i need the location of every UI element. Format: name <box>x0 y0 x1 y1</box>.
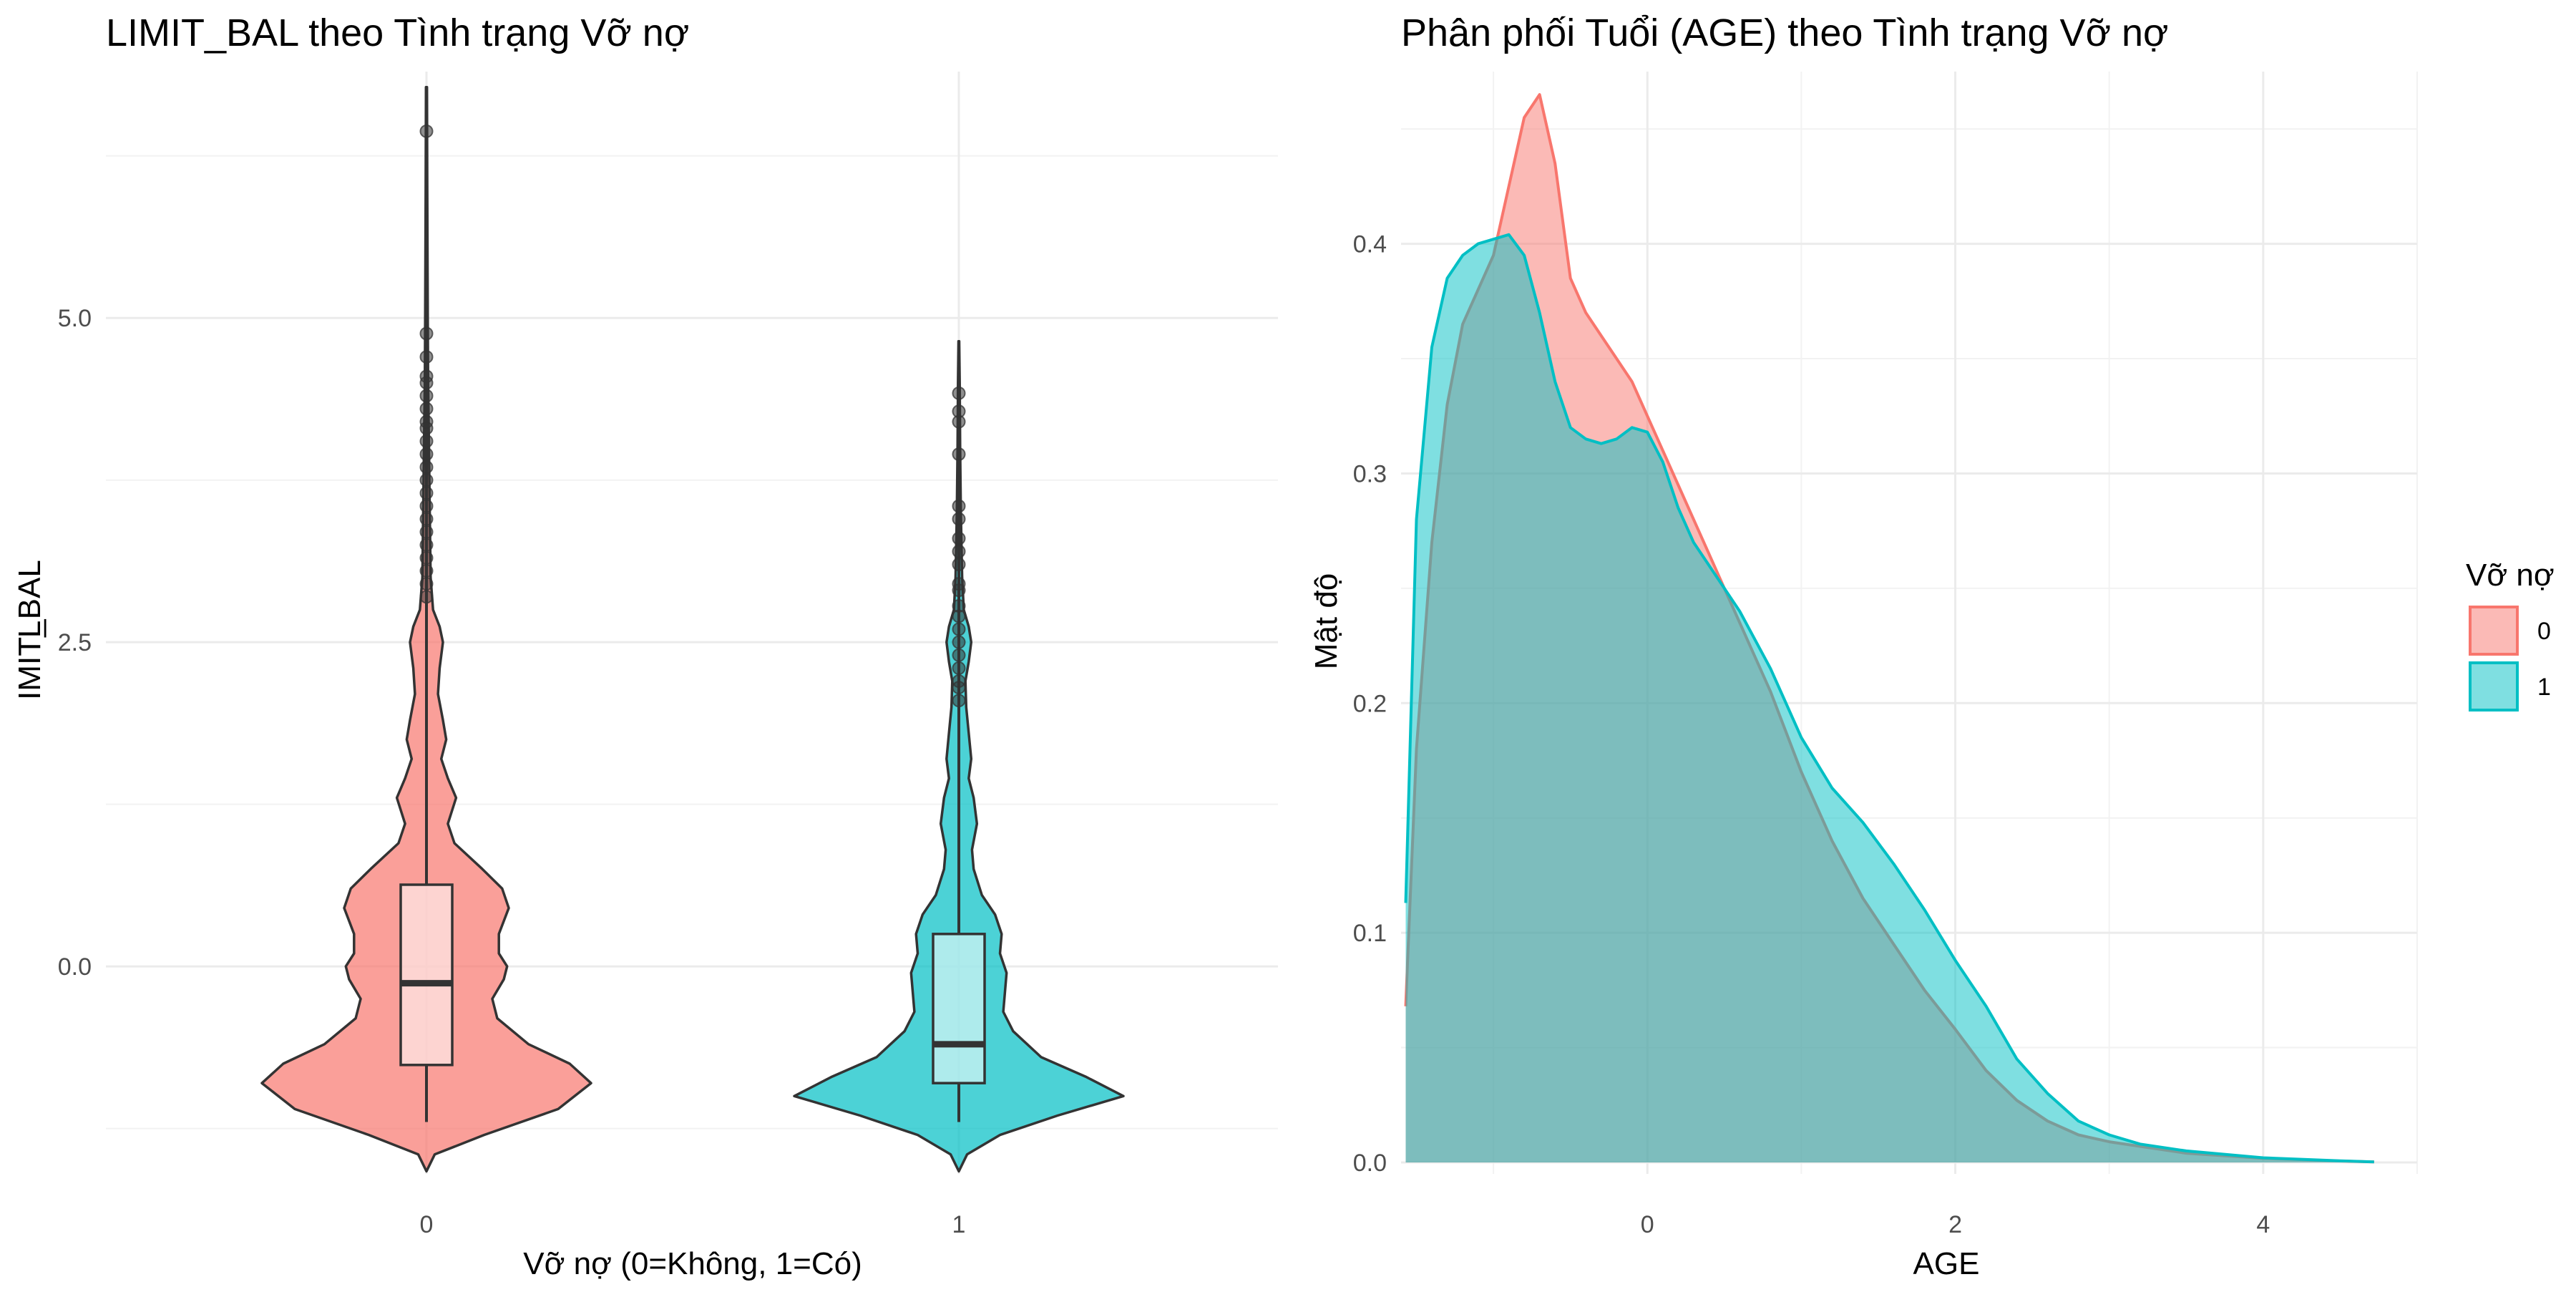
outlier-point <box>952 648 966 662</box>
legend-label: 0 <box>2537 618 2551 645</box>
y-tick-label: 2.5 <box>58 629 92 656</box>
outlier-point <box>952 598 966 613</box>
outlier-point <box>419 473 434 487</box>
outlier-point <box>952 499 966 513</box>
outlier-point <box>419 564 434 578</box>
violin-gridlines <box>106 72 1278 1174</box>
density-area-1 <box>1405 234 2374 1162</box>
box-iqr <box>399 883 454 1067</box>
outlier-point <box>419 499 434 513</box>
y-tick-label: 0.4 <box>1353 231 1387 258</box>
outlier-point <box>952 386 966 400</box>
outlier-point <box>419 538 434 552</box>
legend-key-1 <box>2469 661 2519 711</box>
outlier-point <box>952 404 966 419</box>
x-tick-label: 4 <box>2256 1211 2270 1238</box>
outlier-point <box>419 577 434 591</box>
outlier-point <box>952 577 966 591</box>
y-tick-label: 0.1 <box>1353 920 1387 947</box>
legend-label: 1 <box>2537 674 2551 701</box>
density-areas <box>1404 93 2374 1164</box>
density-line-1 <box>1404 233 2374 1164</box>
outlier-point <box>419 460 434 475</box>
outlier-point <box>419 486 434 500</box>
x-tick-label: 1 <box>952 1211 966 1238</box>
legend-key-0 <box>2469 606 2519 656</box>
violin-shapes <box>260 85 1125 1173</box>
y-tick-label: 0.2 <box>1353 690 1387 717</box>
y-tick-label: 5.0 <box>58 305 92 332</box>
violin-boxplots <box>399 87 986 1122</box>
x-tick-label: 0 <box>420 1211 434 1238</box>
outlier-point <box>419 434 434 448</box>
outlier-point <box>419 402 434 416</box>
outlier-point <box>419 447 434 461</box>
density-x-axis-title: AGE <box>1913 1246 1980 1281</box>
outlier-point <box>952 674 966 689</box>
y-tick-label: 0.0 <box>58 953 92 981</box>
outlier-point <box>952 531 966 545</box>
outlier-point <box>952 512 966 526</box>
outlier-point <box>952 694 966 708</box>
outlier-point <box>952 661 966 675</box>
outlier-point <box>419 590 434 604</box>
legend: Vỡ nợ 01 <box>2466 558 2555 711</box>
outlier-point <box>419 525 434 539</box>
density-x-tick-labels: 0 2 4 <box>1641 1211 2270 1238</box>
outlier-point <box>419 550 434 565</box>
violin-y-tick-labels: 0.0 2.5 5.0 <box>58 305 92 981</box>
density-y-tick-labels: 0.0 0.1 0.2 0.3 0.4 <box>1353 231 1387 1177</box>
outlier-point <box>952 544 966 558</box>
legend-items: 01 <box>2469 606 2551 711</box>
legend-title: Vỡ nợ <box>2466 558 2555 593</box>
outlier-point <box>419 369 434 384</box>
density-y-axis-title: Mật độ <box>1309 573 1344 670</box>
outlier-point <box>952 635 966 649</box>
violin-chart-title: LIMIT_BAL theo Tình trạng Vỡ nợ <box>106 11 689 54</box>
y-tick-label: 0.0 <box>1353 1150 1387 1177</box>
outlier-point <box>419 124 434 138</box>
outlier-point <box>419 389 434 403</box>
violin-y-axis-title: LIMIT_BAL <box>12 560 47 700</box>
x-tick-label: 0 <box>1641 1211 1654 1238</box>
outlier-point <box>419 414 434 429</box>
violin-outliers <box>419 124 966 708</box>
outlier-point <box>419 512 434 526</box>
box-iqr <box>932 933 986 1084</box>
outlier-point <box>419 326 434 341</box>
violin-x-axis-title: Vỡ nợ (0=Không, 1=Có) <box>523 1246 862 1281</box>
outlier-point <box>952 557 966 571</box>
outlier-point <box>952 622 966 636</box>
density-panel: 0.0 0.1 0.2 0.3 0.4 0 2 4 Phân phối Tuổi (AGE)… <box>1309 11 2418 1281</box>
x-tick-label: 2 <box>1948 1211 1962 1238</box>
outlier-point <box>952 447 966 461</box>
density-chart-title: Phân phối Tuổi (AGE) theo Tình trạng Vỡ … <box>1401 11 2168 54</box>
outlier-point <box>419 350 434 364</box>
y-tick-label: 0.3 <box>1353 460 1387 487</box>
